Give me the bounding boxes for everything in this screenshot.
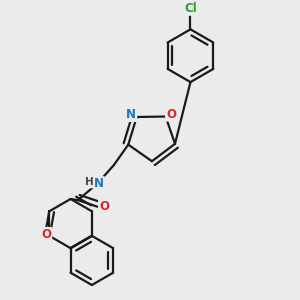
Text: N: N <box>126 108 136 121</box>
Text: N: N <box>94 177 104 190</box>
Text: O: O <box>166 108 176 121</box>
Text: H: H <box>85 177 93 188</box>
Text: O: O <box>39 231 49 244</box>
Text: O: O <box>41 228 51 241</box>
Text: Cl: Cl <box>184 2 197 15</box>
Text: O: O <box>99 200 109 213</box>
